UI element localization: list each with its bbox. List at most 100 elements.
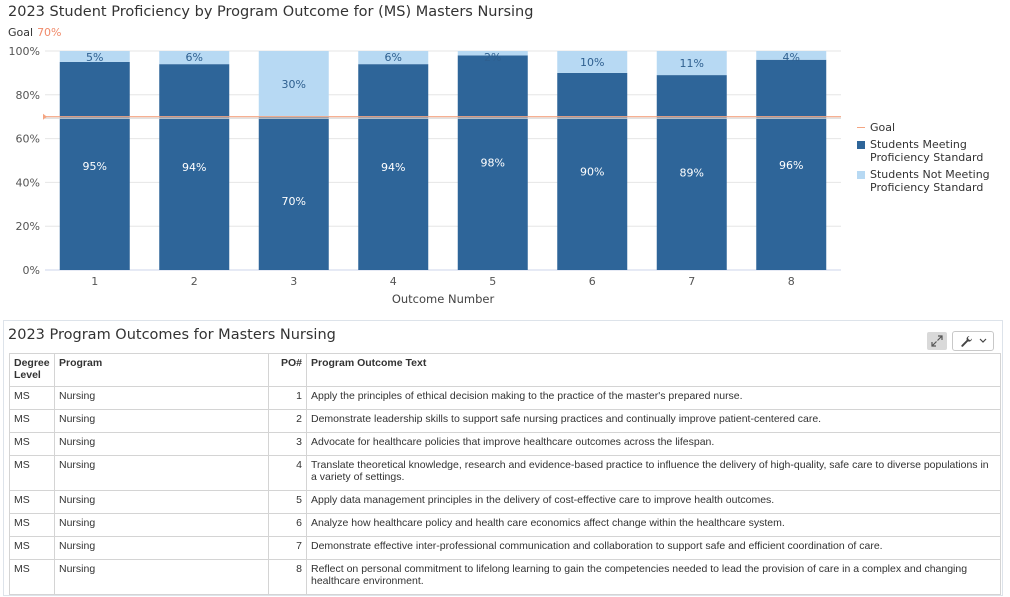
y-tick-label: 0% xyxy=(23,264,40,277)
cell-program: Nursing xyxy=(54,432,269,456)
goal-label-text: Goal xyxy=(8,26,34,39)
bar-meeting[interactable] xyxy=(358,64,429,270)
bar-not-meeting[interactable] xyxy=(457,51,528,56)
cell-po-number: 5 xyxy=(268,490,307,514)
cell-degree-level: MS xyxy=(9,386,55,410)
cell-outcome-text: Reflect on personal commitment to lifelo… xyxy=(306,559,1001,595)
column-header-outcome-text[interactable]: Program Outcome Text xyxy=(306,353,1001,387)
cell-outcome-text: Apply the principles of ethical decision… xyxy=(306,386,1001,410)
cell-program: Nursing xyxy=(54,455,269,491)
expand-button[interactable] xyxy=(927,332,947,350)
data-label: 95% xyxy=(83,160,107,173)
cell-po-number: 1 xyxy=(268,386,307,410)
x-tick-label: 2 xyxy=(191,275,198,288)
legend-label: Goal xyxy=(870,121,896,134)
cell-program: Nursing xyxy=(54,513,269,537)
bar-not-meeting[interactable] xyxy=(59,51,130,62)
goal-label: Goal 70% xyxy=(8,26,62,39)
cell-degree-level: MS xyxy=(9,536,55,560)
legend-label: Students Not Meeting Proficiency Standar… xyxy=(870,168,990,194)
column-header-po-number[interactable]: PO# xyxy=(268,353,307,387)
data-label: 11% xyxy=(680,57,704,70)
data-label: 70% xyxy=(282,195,306,208)
data-label: 94% xyxy=(381,161,405,174)
data-label: 98% xyxy=(481,157,505,170)
y-tick-label: 20% xyxy=(16,220,40,233)
bar-not-meeting[interactable] xyxy=(258,51,329,117)
legend-swatch-meeting xyxy=(857,141,865,149)
x-tick-label: 5 xyxy=(489,275,496,288)
bar-not-meeting[interactable] xyxy=(656,51,727,76)
data-label: 2% xyxy=(484,51,501,64)
outcomes-table: Degree Level Program PO# Program Outcome… xyxy=(9,353,1001,595)
legend-item-not-meeting[interactable]: Students Not Meeting Proficiency Standar… xyxy=(857,168,1000,194)
bar-meeting[interactable] xyxy=(756,59,827,270)
y-tick-label: 80% xyxy=(16,89,40,102)
y-tick-label: 60% xyxy=(16,133,40,146)
y-tick-label: 40% xyxy=(16,176,40,189)
outcomes-panel: 2023 Program Outcomes for Masters Nursin… xyxy=(3,320,1003,596)
data-label: 96% xyxy=(779,159,803,172)
cell-degree-level: MS xyxy=(9,490,55,514)
cell-outcome-text: Demonstrate effective inter-professional… xyxy=(306,536,1001,560)
cell-degree-level: MS xyxy=(9,455,55,491)
cell-outcome-text: Analyze how healthcare policy and health… xyxy=(306,513,1001,537)
goal-marker xyxy=(43,113,47,120)
bar-meeting[interactable] xyxy=(557,72,628,271)
chart-legend: Goal Students Meeting Proficiency Standa… xyxy=(857,121,1000,198)
legend-swatch-goal xyxy=(857,127,865,128)
cell-program: Nursing xyxy=(54,409,269,433)
cell-program: Nursing xyxy=(54,559,269,595)
bar-meeting[interactable] xyxy=(159,64,230,270)
data-label: 5% xyxy=(86,51,103,64)
proficiency-chart: 0% 20% 40% 60% 80% 100% 95% 5% 1 94% 6% 2 70% 30% 3 94%… xyxy=(9,45,841,306)
cell-po-number: 3 xyxy=(268,432,307,456)
bar-not-meeting[interactable] xyxy=(358,51,429,65)
data-label: 94% xyxy=(182,161,206,174)
x-tick-label: 8 xyxy=(788,275,795,288)
cell-degree-level: MS xyxy=(9,432,55,456)
cell-program: Nursing xyxy=(54,490,269,514)
bar-not-meeting[interactable] xyxy=(159,51,230,65)
y-tick-label: 100% xyxy=(9,45,40,58)
bar-not-meeting[interactable] xyxy=(756,51,827,60)
x-tick-label: 1 xyxy=(91,275,98,288)
expand-icon xyxy=(931,335,943,347)
table-row: MS Nursing 4 Translate theoretical knowledg… xyxy=(9,455,1001,491)
bar-meeting[interactable] xyxy=(258,116,329,270)
table-row: MS Nursing 7 Demonstrate effective inter-pr… xyxy=(9,536,1001,560)
data-label: 30% xyxy=(282,78,306,91)
table-row: MS Nursing 3 Advocate for healthcare polici… xyxy=(9,432,1001,456)
cell-outcome-text: Demonstrate leadership skills to support… xyxy=(306,409,1001,433)
legend-item-meeting[interactable]: Students Meeting Proficiency Standard xyxy=(857,138,1000,164)
legend-label: Students Meeting Proficiency Standard xyxy=(870,138,984,164)
bar-meeting[interactable] xyxy=(59,61,130,271)
cell-outcome-text: Advocate for healthcare policies that im… xyxy=(306,432,1001,456)
bar-not-meeting[interactable] xyxy=(557,51,628,73)
column-header-degree-level[interactable]: Degree Level xyxy=(9,353,55,387)
cell-degree-level: MS xyxy=(9,559,55,595)
chevron-down-icon xyxy=(979,338,986,343)
legend-swatch-not-meeting xyxy=(857,171,865,179)
table-title: 2023 Program Outcomes for Masters Nursin… xyxy=(8,327,336,343)
table-row: MS Nursing 6 Analyze how healthcare policy … xyxy=(9,513,1001,537)
x-tick-label: 4 xyxy=(390,275,397,288)
chart-title: 2023 Student Proficiency by Program Outc… xyxy=(8,4,534,20)
data-label: 4% xyxy=(783,51,800,64)
data-label: 6% xyxy=(385,51,402,64)
cell-po-number: 7 xyxy=(268,536,307,560)
bar-meeting[interactable] xyxy=(656,75,727,270)
goal-value: 70% xyxy=(37,26,62,39)
cell-program: Nursing xyxy=(54,386,269,410)
cell-po-number: 8 xyxy=(268,559,307,595)
table-header-row: Degree Level Program PO# Program Outcome… xyxy=(9,353,1001,387)
x-tick-label: 3 xyxy=(290,275,297,288)
wrench-icon xyxy=(960,335,972,347)
tools-dropdown-button[interactable] xyxy=(952,331,994,351)
cell-po-number: 4 xyxy=(268,455,307,491)
x-tick-label: 7 xyxy=(688,275,695,288)
legend-item-goal[interactable]: Goal xyxy=(857,121,1000,134)
cell-degree-level: MS xyxy=(9,409,55,433)
bar-meeting[interactable] xyxy=(457,55,528,270)
column-header-program[interactable]: Program xyxy=(54,353,269,387)
